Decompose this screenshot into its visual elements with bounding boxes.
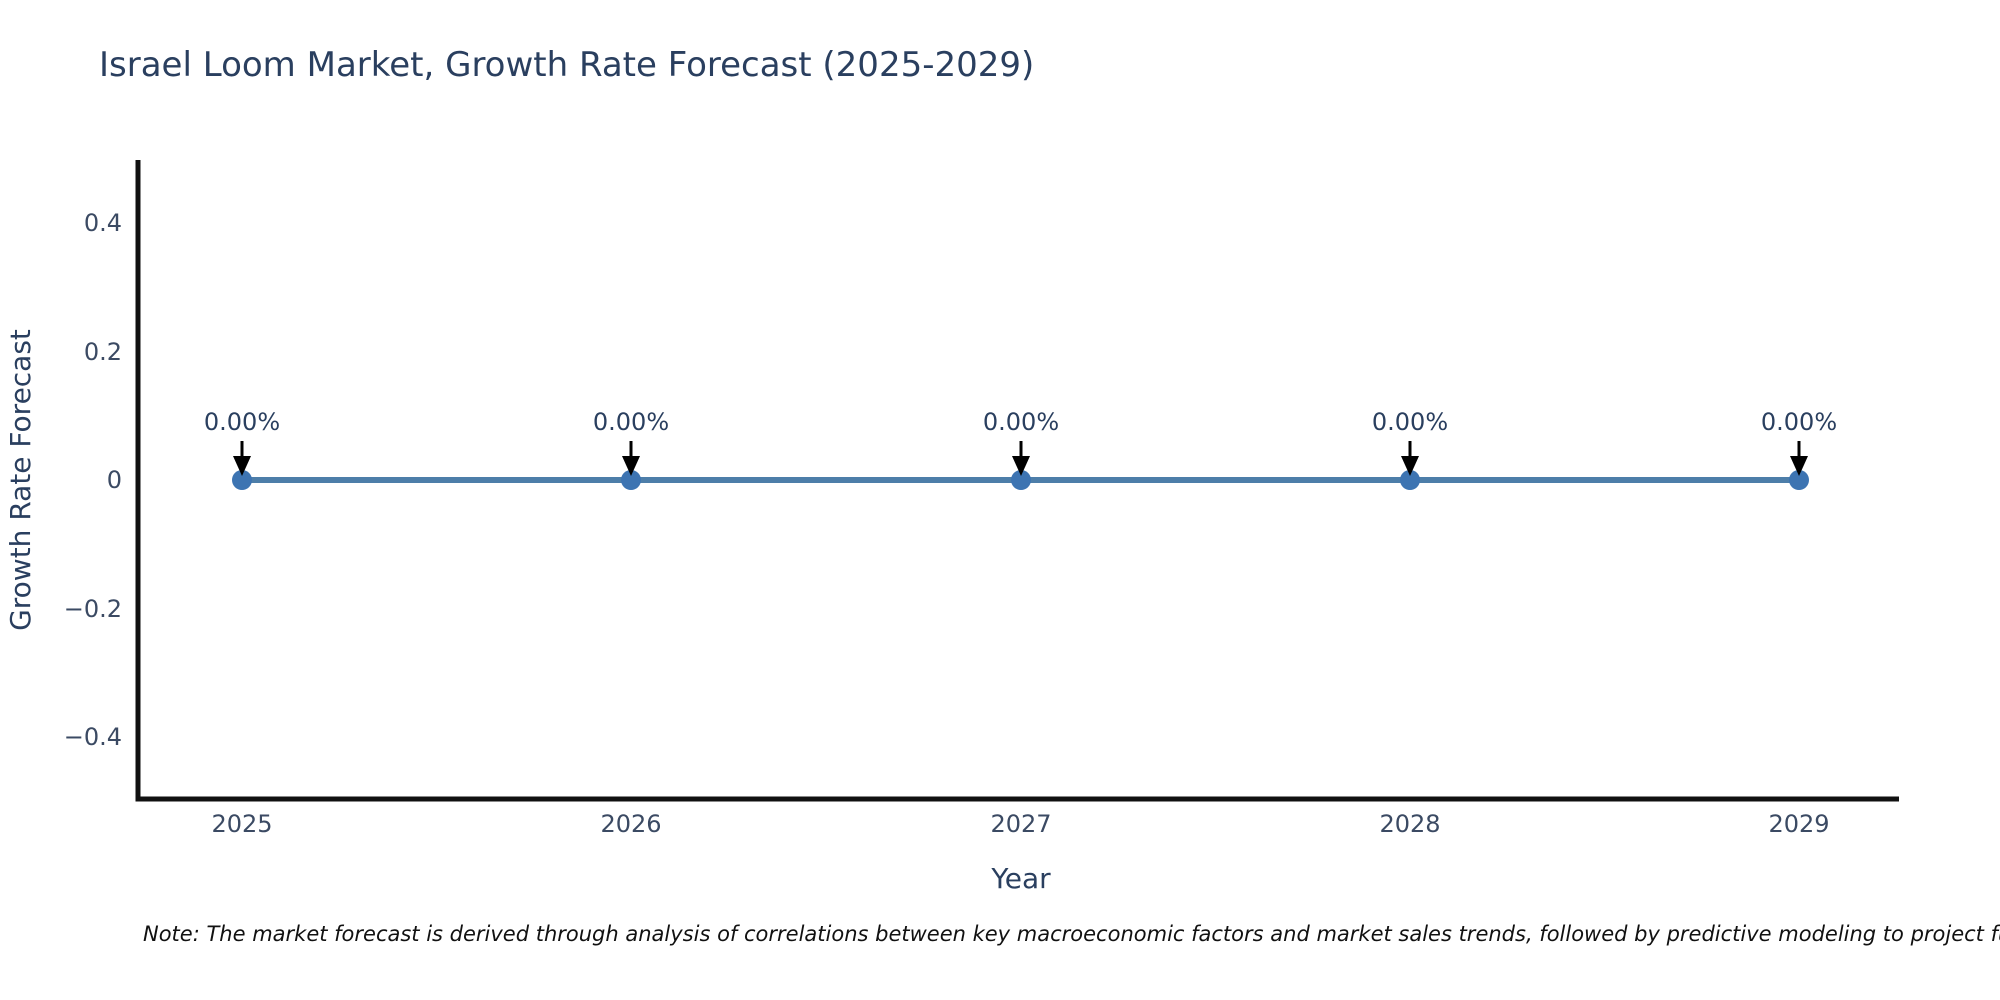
point-annotation: 0.00%: [593, 408, 669, 476]
annotation-arrowhead-icon: [622, 456, 640, 476]
y-tick-label: 0: [107, 466, 122, 494]
point-annotation: 0.00%: [983, 408, 1059, 476]
x-tick-label: 2026: [600, 810, 661, 838]
y-axis-title: Growth Rate Forecast: [4, 329, 37, 631]
x-axis-title: Year: [990, 862, 1051, 895]
x-tick-label: 2027: [990, 810, 1051, 838]
annotation-arrowhead-icon: [1401, 456, 1419, 476]
data-point-2029: [1789, 470, 1809, 490]
data-point-2027: [1011, 470, 1031, 490]
annotation-label: 0.00%: [983, 408, 1059, 436]
data-point-2028: [1400, 470, 1420, 490]
point-annotation: 0.00%: [204, 408, 280, 476]
y-tick-label: −0.4: [64, 723, 122, 751]
annotation-label: 0.00%: [1372, 408, 1448, 436]
y-tick-label: 0.4: [84, 209, 122, 237]
y-tick-label: −0.2: [64, 595, 122, 623]
annotation-label: 0.00%: [593, 408, 669, 436]
annotation-label: 0.00%: [1761, 408, 1837, 436]
x-tick-label: 2025: [211, 810, 272, 838]
point-annotation: 0.00%: [1761, 408, 1837, 476]
point-annotation: 0.00%: [1372, 408, 1448, 476]
annotation-label: 0.00%: [204, 408, 280, 436]
y-tick-label: 0.2: [84, 338, 122, 366]
x-tick-label: 2029: [1768, 810, 1829, 838]
data-point-2025: [232, 470, 252, 490]
chart-footnote: Note: The market forecast is derived thr…: [143, 922, 2000, 946]
annotation-arrowhead-icon: [1790, 456, 1808, 476]
x-tick-label: 2028: [1379, 810, 1440, 838]
chart-title: Israel Loom Market, Growth Rate Forecast…: [99, 45, 1034, 85]
annotation-arrowhead-icon: [233, 456, 251, 476]
data-point-2026: [621, 470, 641, 490]
annotation-arrowhead-icon: [1012, 456, 1030, 476]
